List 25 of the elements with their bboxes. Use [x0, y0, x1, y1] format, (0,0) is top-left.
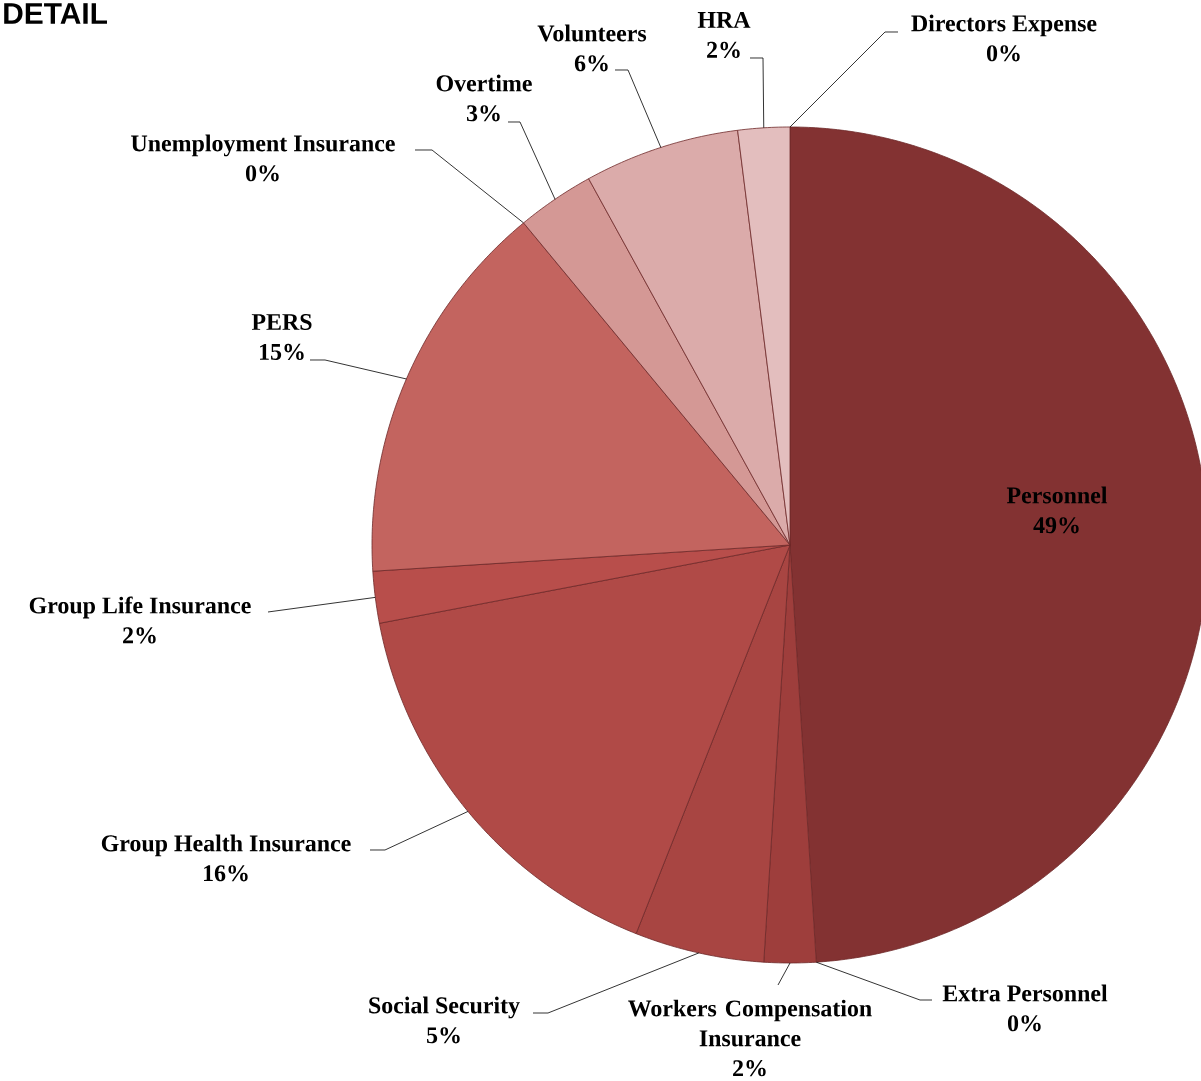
- data-label: 2%: [733, 1060, 766, 1077]
- slice-label: Social Security: [369, 996, 520, 1019]
- data-label: 3%: [466, 105, 500, 122]
- data-label: 6%: [574, 55, 608, 72]
- data-label: 5%: [427, 1027, 460, 1044]
- data-label: 16%: [204, 865, 248, 882]
- data-label: 2%: [123, 627, 156, 644]
- category-label: Directors Expense: [911, 14, 1097, 37]
- slice-label: Volunteers: [537, 24, 647, 42]
- slice-label: Personnel: [1006, 486, 1108, 504]
- chart-title: DETAIL: [4, 3, 107, 24]
- data-label: 49%: [1033, 517, 1079, 534]
- slice-label: Group Life Insurance: [29, 596, 251, 619]
- slice-label: PERS: [251, 313, 312, 331]
- legend-label: Extra Personnel: [942, 984, 1108, 1002]
- text: 0%: [986, 45, 1020, 62]
- slice-label: HRA: [697, 11, 751, 28]
- slice-label: Group Health Insurance: [101, 834, 351, 857]
- data-label: 15%: [260, 343, 304, 360]
- slice-label: Overtime: [436, 74, 532, 92]
- data-label: 2%: [707, 41, 740, 58]
- slice-label: Workers Compensation Insurance: [628, 999, 872, 1047]
- text: 0%: [1007, 1015, 1041, 1032]
- category-label: Unemployment Insurance: [131, 134, 395, 157]
- text: 0%: [245, 165, 279, 182]
